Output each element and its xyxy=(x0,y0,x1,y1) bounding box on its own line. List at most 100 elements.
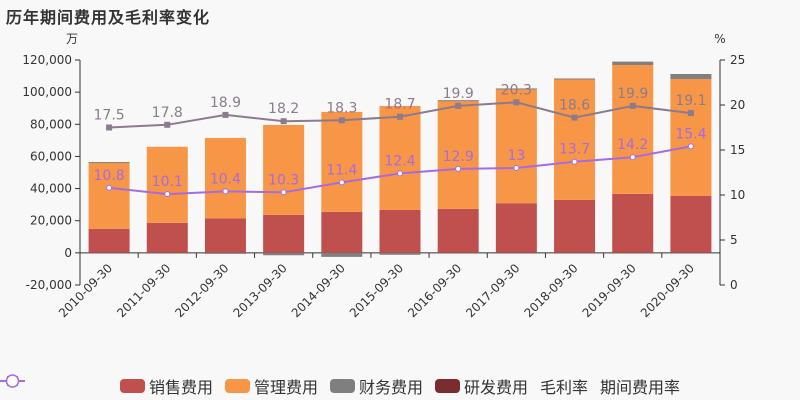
data-label-期间费用率: 10.3 xyxy=(268,172,299,188)
bar-财务费用 xyxy=(379,252,421,255)
bar-财务费用 xyxy=(88,162,130,164)
right-tick-label: 25 xyxy=(730,53,745,67)
data-label-期间费用率: 15.4 xyxy=(675,126,706,142)
legend-label: 财务费用 xyxy=(358,378,423,397)
right-tick-label: 15 xyxy=(730,143,745,157)
point-毛利率 xyxy=(687,110,694,117)
legend-item[interactable]: 毛利率 xyxy=(0,374,589,398)
point-毛利率 xyxy=(513,99,520,106)
x-tick-label: 2017-09-30 xyxy=(463,261,522,320)
left-tick-label: 40,000 xyxy=(30,182,72,196)
point-毛利率 xyxy=(280,118,287,125)
data-label-期间费用率: 10.8 xyxy=(94,168,125,184)
legend-item[interactable]: 管理费用 xyxy=(224,374,318,398)
bar-销售费用 xyxy=(670,195,712,253)
left-tick-label: 120,000 xyxy=(22,53,72,67)
point-期间费用率 xyxy=(629,154,636,161)
data-label-毛利率: 17.5 xyxy=(94,108,125,124)
point-毛利率 xyxy=(629,102,636,109)
bar-管理费用 xyxy=(437,100,479,209)
bar-销售费用 xyxy=(495,203,537,253)
data-label-毛利率: 19.1 xyxy=(675,93,706,109)
data-label-期间费用率: 11.4 xyxy=(326,162,357,178)
point-期间费用率 xyxy=(513,165,520,171)
x-tick-label: 2018-09-30 xyxy=(521,261,580,320)
legend-swatch-icon xyxy=(329,379,355,393)
bar-管理费用 xyxy=(379,105,421,210)
point-期间费用率 xyxy=(106,184,113,191)
legend-swatch-icon xyxy=(119,379,145,393)
bar-管理费用 xyxy=(495,89,537,204)
right-tick-label: 10 xyxy=(730,188,745,202)
data-label-毛利率: 17.8 xyxy=(152,105,183,121)
data-label-期间费用率: 12.4 xyxy=(384,153,415,169)
bar-财务费用 xyxy=(612,61,654,65)
point-毛利率 xyxy=(571,114,578,121)
right-tick-label: 20 xyxy=(730,98,745,112)
left-tick-label: 60,000 xyxy=(30,149,72,163)
bar-管理费用 xyxy=(612,64,654,194)
legend: 销售费用 管理费用 财务费用 研发费用 毛利率 期间费用率 xyxy=(0,374,800,398)
point-毛利率 xyxy=(455,102,462,109)
point-期间费用率 xyxy=(687,143,694,150)
legend-label: 期间费用率 xyxy=(600,378,681,397)
left-tick-label: 20,000 xyxy=(30,214,72,228)
data-label-期间费用率: 13 xyxy=(507,148,525,164)
legend-label: 研发费用 xyxy=(464,378,529,397)
bar-财务费用 xyxy=(670,73,712,79)
point-毛利率 xyxy=(164,121,171,128)
legend-item[interactable]: 研发费用 xyxy=(435,374,528,398)
x-tick-label: 2016-09-30 xyxy=(405,261,464,320)
bar-财务费用 xyxy=(204,252,246,254)
point-毛利率 xyxy=(222,111,229,118)
x-tick-label: 2015-09-30 xyxy=(347,261,406,320)
bar-销售费用 xyxy=(88,228,130,253)
data-label-毛利率: 19.9 xyxy=(443,86,474,102)
point-期间费用率 xyxy=(164,191,171,198)
bar-管理费用 xyxy=(146,146,188,223)
legend-label: 毛利率 xyxy=(540,378,589,397)
bar-财务费用 xyxy=(263,252,305,256)
bar-财务费用 xyxy=(437,100,479,102)
data-label-毛利率: 19.9 xyxy=(617,86,648,102)
data-label-期间费用率: 13.7 xyxy=(559,142,590,158)
right-unit-label: % xyxy=(714,32,725,46)
bar-管理费用 xyxy=(321,111,363,212)
data-label-毛利率: 18.9 xyxy=(210,95,241,111)
legend-item[interactable]: 期间费用率 xyxy=(0,374,681,398)
data-label-毛利率: 18.7 xyxy=(384,97,415,113)
data-label-期间费用率: 10.1 xyxy=(152,174,183,190)
x-tick-label: 2019-09-30 xyxy=(580,261,639,320)
bar-销售费用 xyxy=(612,193,654,253)
legend-circle-marker-icon xyxy=(0,374,25,388)
x-tick-label: 2011-09-30 xyxy=(114,261,173,320)
left-tick-label: -20,000 xyxy=(26,278,72,292)
x-tick-label: 2012-09-30 xyxy=(172,261,231,320)
legend-item[interactable]: 财务费用 xyxy=(329,374,423,398)
bar-销售费用 xyxy=(554,199,596,253)
point-期间费用率 xyxy=(397,170,403,177)
legend-swatch-icon xyxy=(224,379,250,393)
left-unit-label: 万 xyxy=(66,32,78,46)
point-毛利率 xyxy=(397,113,403,120)
legend-swatch-icon xyxy=(435,379,460,393)
point-毛利率 xyxy=(106,124,113,131)
data-label-期间费用率: 10.4 xyxy=(210,171,241,187)
legend-item[interactable]: 销售费用 xyxy=(119,374,213,398)
data-label-期间费用率: 14.2 xyxy=(617,137,648,153)
point-毛利率 xyxy=(338,117,345,124)
point-期间费用率 xyxy=(455,165,462,172)
point-期间费用率 xyxy=(280,189,287,196)
data-label-期间费用率: 12.9 xyxy=(443,149,474,165)
right-tick-label: 0 xyxy=(730,278,738,292)
bar-管理费用 xyxy=(263,124,305,215)
left-tick-label: 0 xyxy=(64,246,72,260)
point-期间费用率 xyxy=(338,179,345,186)
bar-销售费用 xyxy=(321,211,363,253)
legend-label: 销售费用 xyxy=(148,378,213,397)
data-label-毛利率: 20.3 xyxy=(501,82,532,98)
x-tick-label: 2014-09-30 xyxy=(289,261,348,320)
bar-销售费用 xyxy=(204,218,246,253)
x-tick-label: 2020-09-30 xyxy=(638,261,697,320)
